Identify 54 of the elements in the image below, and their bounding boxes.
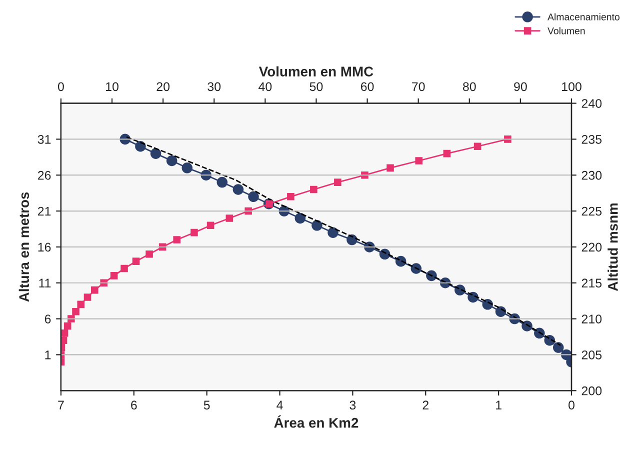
x2-tick-label: 30 (208, 82, 221, 92)
point (312, 220, 322, 231)
y2-tick-label: 205 (582, 350, 602, 360)
y2-tick-label: 235 (582, 134, 602, 144)
x2-tick-label: 0 (58, 82, 64, 92)
x2-axis-title: Volumen en MMC (258, 66, 374, 76)
y2-tick-label: 215 (582, 278, 602, 288)
x-tick-label: 2 (422, 400, 428, 410)
x-axis-title: Área en Km2 (274, 415, 358, 428)
point (248, 191, 259, 202)
y2-tick-label: 200 (582, 386, 602, 396)
y2-tick-label: 225 (582, 206, 602, 216)
x2-tick-label: 80 (462, 82, 476, 92)
y2-tick-label: 240 (582, 99, 602, 108)
x2-tick-label: 10 (106, 82, 118, 92)
point (552, 342, 564, 353)
point (328, 227, 338, 238)
y-axis-title: Altura en metros (18, 192, 30, 302)
y-tick-label: 26 (38, 170, 51, 180)
y2-tick-label: 210 (582, 314, 602, 324)
legend-label: Almacenamiento (548, 13, 620, 20)
legend-label: Volumen (548, 27, 585, 34)
y-tick-label: 21 (38, 206, 51, 216)
x2-tick-label: 90 (514, 82, 527, 92)
point (182, 162, 193, 174)
y2-tick-label: 230 (582, 170, 602, 180)
y-tick-label: 11 (39, 278, 51, 288)
x2-tick-label: 20 (156, 82, 170, 92)
point (410, 263, 422, 274)
x-tick-label: 5 (204, 400, 210, 410)
x-tick-label: 0 (568, 400, 574, 410)
point (135, 140, 146, 152)
x2-tick-label: 50 (310, 82, 323, 92)
x-tick-label: 7 (58, 400, 64, 410)
x2-tick-label: 40 (258, 82, 272, 92)
y-tick-label: 31 (38, 134, 51, 144)
point (150, 148, 162, 159)
x2-tick-label: 70 (412, 82, 425, 92)
point (294, 212, 306, 224)
point (216, 176, 228, 188)
y-tick-label: 1 (45, 350, 51, 360)
x-tick-label: 3 (350, 400, 356, 410)
y2-tick-label: 220 (582, 242, 602, 252)
y-tick-label: 16 (38, 242, 51, 252)
x2-tick-label: 100 (562, 82, 582, 92)
x-tick-label: 6 (131, 400, 137, 410)
x-tick-label: 1 (496, 400, 502, 410)
point (346, 234, 358, 246)
x-tick-label: 4 (276, 400, 283, 410)
point (232, 184, 244, 195)
point (166, 155, 178, 166)
y-tick-label: 6 (44, 314, 51, 324)
y2-axis-title: Altitud msnm (608, 203, 618, 291)
x2-tick-label: 60 (360, 82, 374, 92)
